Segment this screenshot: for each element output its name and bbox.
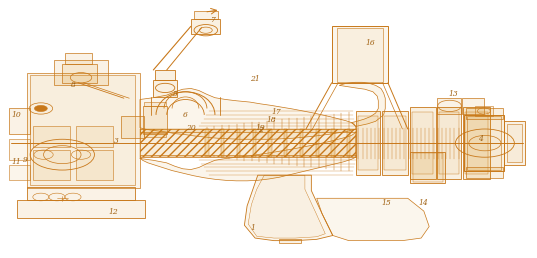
Bar xyxy=(504,121,525,165)
Text: 4: 4 xyxy=(477,135,483,143)
Polygon shape xyxy=(339,82,385,126)
Bar xyxy=(410,107,436,179)
Polygon shape xyxy=(244,175,333,241)
Text: 11: 11 xyxy=(12,158,21,166)
Bar xyxy=(347,129,351,157)
Bar xyxy=(464,115,504,171)
Bar xyxy=(191,19,220,34)
Bar xyxy=(358,116,378,170)
Bar xyxy=(9,108,30,134)
Text: 21: 21 xyxy=(250,75,260,83)
Polygon shape xyxy=(140,155,356,157)
Circle shape xyxy=(34,105,47,111)
Bar xyxy=(412,112,433,174)
Polygon shape xyxy=(140,132,356,181)
Bar xyxy=(462,98,484,114)
Text: 2: 2 xyxy=(258,126,263,134)
Text: 3: 3 xyxy=(113,136,118,144)
Bar xyxy=(9,139,30,160)
Text: 15: 15 xyxy=(381,199,391,207)
Bar xyxy=(279,239,301,243)
Bar xyxy=(437,98,461,114)
Bar xyxy=(17,200,146,217)
Bar xyxy=(413,153,442,182)
Bar xyxy=(439,112,459,174)
Bar xyxy=(337,28,382,82)
Bar xyxy=(121,116,144,138)
Bar xyxy=(467,116,502,170)
Bar xyxy=(410,152,445,183)
Bar xyxy=(356,111,380,175)
Bar xyxy=(27,187,135,200)
Text: 1: 1 xyxy=(250,224,255,232)
Bar xyxy=(331,129,335,157)
Bar xyxy=(155,70,175,80)
Text: 13: 13 xyxy=(448,90,458,98)
Bar xyxy=(463,107,490,179)
Bar xyxy=(475,106,494,116)
Bar xyxy=(193,11,217,19)
Text: 19: 19 xyxy=(256,124,265,132)
Bar xyxy=(437,107,461,179)
Bar xyxy=(33,150,70,180)
Text: 17: 17 xyxy=(272,108,281,116)
Bar xyxy=(284,129,287,157)
Bar xyxy=(237,129,240,157)
Bar xyxy=(30,75,135,186)
Bar xyxy=(332,26,388,83)
Bar xyxy=(154,80,177,97)
Bar xyxy=(316,129,319,157)
Bar xyxy=(382,111,408,175)
Bar xyxy=(252,129,256,157)
Bar xyxy=(143,106,166,134)
Text: 14: 14 xyxy=(419,199,429,207)
Polygon shape xyxy=(140,129,356,132)
Bar xyxy=(9,165,30,180)
Text: 6: 6 xyxy=(183,111,188,119)
Bar xyxy=(65,53,92,63)
Bar xyxy=(33,126,70,147)
Text: 20: 20 xyxy=(186,124,195,132)
Bar xyxy=(465,112,488,174)
Text: 16: 16 xyxy=(365,39,375,47)
Text: 18: 18 xyxy=(266,116,276,124)
Bar xyxy=(466,108,503,119)
Bar xyxy=(507,124,522,162)
Bar xyxy=(300,129,303,157)
Bar xyxy=(144,133,165,137)
Text: 9: 9 xyxy=(23,156,27,164)
Bar xyxy=(384,116,405,170)
Polygon shape xyxy=(140,88,356,139)
Polygon shape xyxy=(317,198,429,241)
Text: 12: 12 xyxy=(108,208,118,216)
Text: 5: 5 xyxy=(172,90,177,98)
Bar xyxy=(62,63,97,83)
Bar xyxy=(221,129,224,157)
Bar xyxy=(54,60,108,85)
Bar xyxy=(144,102,165,106)
Bar xyxy=(76,150,113,180)
Bar xyxy=(205,129,208,157)
Bar xyxy=(466,167,503,178)
Polygon shape xyxy=(27,72,140,188)
Text: 10: 10 xyxy=(12,111,21,119)
Bar xyxy=(76,126,113,147)
Polygon shape xyxy=(140,129,356,157)
Text: 7: 7 xyxy=(210,16,215,24)
Bar xyxy=(268,129,272,157)
Text: 8: 8 xyxy=(70,81,75,89)
